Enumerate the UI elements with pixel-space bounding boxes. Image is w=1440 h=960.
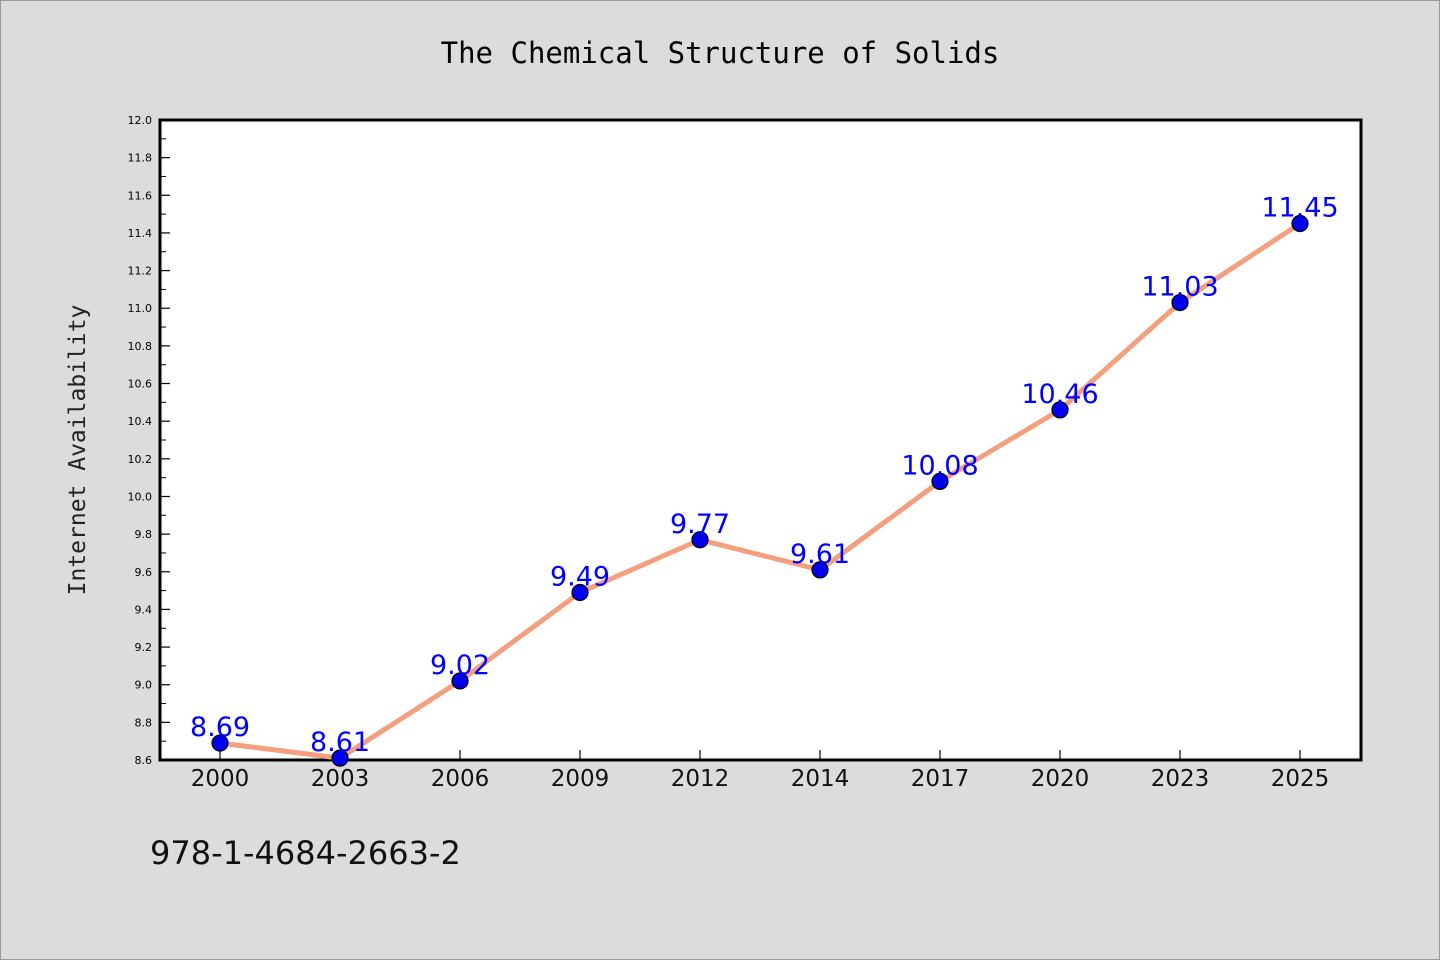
y-tick-label: 8.8 — [135, 716, 153, 729]
isbn-text: 978-1-4684-2663-2 — [150, 834, 461, 872]
y-tick-label: 9.8 — [135, 528, 153, 541]
data-label: 9.49 — [550, 561, 610, 592]
x-tick-label: 2006 — [431, 766, 490, 792]
y-tick-label: 9.2 — [135, 641, 153, 654]
data-label: 11.45 — [1261, 193, 1338, 224]
data-label: 9.02 — [430, 650, 490, 681]
plot-area — [158, 118, 1363, 762]
x-tick-label: 2014 — [791, 766, 850, 792]
data-point — [571, 583, 589, 602]
data-point — [931, 472, 949, 491]
x-tick-label: 2012 — [671, 766, 730, 792]
data-label: 8.61 — [310, 727, 370, 758]
x-tick-label: 2003 — [311, 766, 370, 792]
series-line — [217, 221, 1303, 761]
data-label: 8.69 — [190, 712, 250, 743]
data-point — [211, 734, 229, 752]
y-tick-label: 11.2 — [128, 265, 153, 278]
y-tick-label: 8.6 — [135, 754, 153, 767]
data-series: 8.69 8.61 9.02 9.49 9.77 9.61 10.08 10.46 11.03 1… — [190, 193, 1339, 767]
y-tick-label: 11.8 — [128, 152, 153, 165]
y-axis-label: Internet Availability — [65, 305, 91, 596]
data-label: 10.08 — [901, 450, 978, 481]
data-point — [1291, 214, 1309, 233]
y-tick-label: 12.0 — [128, 114, 153, 127]
data-label: 11.03 — [1141, 272, 1218, 303]
x-tick-label: 2023 — [1151, 766, 1210, 792]
x-tick-label: 2009 — [551, 766, 610, 792]
y-tick-label: 10.6 — [128, 378, 153, 391]
y-tick-label: 10.8 — [128, 340, 153, 353]
data-point — [451, 672, 469, 690]
x-tick-label: 2000 — [191, 766, 250, 792]
y-tick-label: 10.4 — [128, 415, 153, 428]
chart-title: The Chemical Structure of Solids — [441, 36, 1000, 70]
data-point — [691, 531, 709, 549]
y-tick-label: 9.0 — [135, 679, 153, 692]
y-tick-label: 9.4 — [135, 603, 153, 616]
y-tick-label: 11.0 — [128, 302, 153, 315]
y-tick-label: 9.6 — [135, 566, 153, 579]
data-label: 9.61 — [790, 539, 850, 570]
x-tick-label: 2017 — [911, 766, 970, 792]
data-point — [811, 561, 829, 579]
y-tick-label: 11.6 — [128, 189, 153, 202]
data-label: 10.46 — [1021, 379, 1098, 410]
data-label: 9.77 — [670, 509, 730, 540]
y-tick-label: 10.2 — [128, 453, 153, 466]
y-axis: 8.6 8.8 9.0 9.2 9.4 9.6 9.8 10.0 10.2 10.4 10.6 10.… — [128, 114, 170, 767]
y-tick-label: 11.4 — [128, 227, 153, 240]
x-tick-label: 2025 — [1271, 766, 1330, 792]
x-tick-label: 2020 — [1031, 766, 1090, 792]
y-tick-label: 10.0 — [128, 490, 153, 503]
x-axis: 2000 2003 2006 2009 2012 2014 2017 2020 2023 2025 — [191, 750, 1330, 792]
data-point — [1051, 401, 1069, 419]
data-point — [1171, 293, 1189, 312]
data-point — [331, 749, 349, 767]
